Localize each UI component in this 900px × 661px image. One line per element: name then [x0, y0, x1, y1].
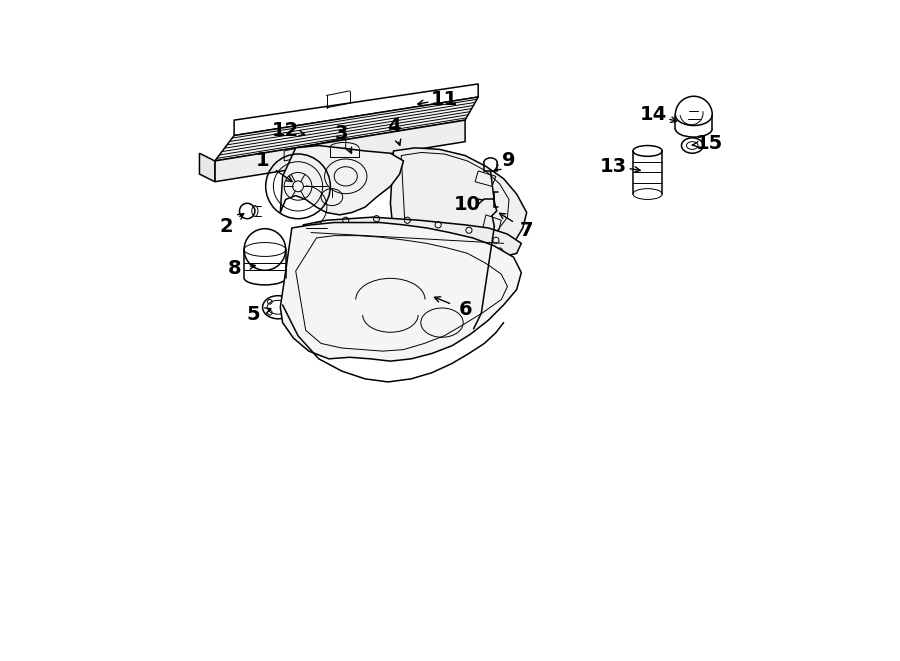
- Text: 12: 12: [272, 121, 300, 139]
- Circle shape: [244, 229, 285, 270]
- Text: 2: 2: [220, 217, 233, 236]
- Text: 13: 13: [600, 157, 627, 176]
- Text: 11: 11: [431, 90, 458, 109]
- Polygon shape: [280, 223, 521, 361]
- Text: 8: 8: [228, 259, 241, 278]
- Polygon shape: [215, 97, 478, 161]
- Polygon shape: [200, 153, 215, 182]
- Text: 9: 9: [502, 151, 516, 171]
- Text: 3: 3: [335, 124, 348, 143]
- Text: 7: 7: [520, 221, 534, 240]
- Text: 1: 1: [256, 151, 269, 171]
- Text: 14: 14: [640, 105, 668, 124]
- Text: 15: 15: [696, 134, 723, 153]
- Text: 6: 6: [458, 300, 472, 319]
- Polygon shape: [391, 148, 526, 276]
- Text: 4: 4: [387, 117, 400, 136]
- Text: 10: 10: [454, 196, 481, 214]
- Text: 5: 5: [247, 305, 260, 325]
- Polygon shape: [280, 145, 403, 215]
- Polygon shape: [215, 120, 465, 182]
- Polygon shape: [296, 217, 521, 269]
